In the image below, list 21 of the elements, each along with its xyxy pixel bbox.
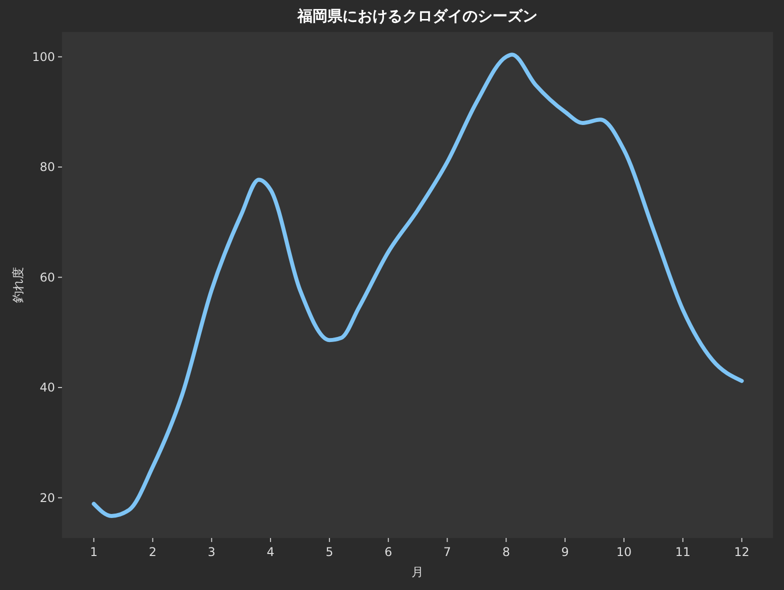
y-tick-label: 40 <box>40 380 55 395</box>
y-tick-label: 80 <box>40 160 55 174</box>
x-tick-label: 7 <box>443 545 452 559</box>
x-tick-label: 12 <box>734 545 750 559</box>
x-tick-label: 10 <box>616 545 632 559</box>
x-tick-label: 3 <box>208 545 216 559</box>
x-tick-label: 6 <box>384 545 392 559</box>
y-axis-title: 釣れ度 <box>11 267 25 303</box>
x-tick-label: 4 <box>266 545 274 559</box>
x-axis-title: 月 <box>412 565 424 579</box>
y-tick-label: 20 <box>40 490 55 505</box>
y-tick-label: 60 <box>40 270 55 284</box>
y-tick-label: 100 <box>32 50 55 64</box>
x-tick-label: 1 <box>90 545 98 559</box>
x-tick-label: 11 <box>675 545 691 559</box>
chart-title: 福岡県におけるクロダイのシーズン <box>296 7 538 25</box>
x-tick-label: 2 <box>148 545 157 559</box>
x-tick-label: 5 <box>326 545 334 559</box>
x-tick-label: 8 <box>502 545 510 559</box>
line-series <box>92 52 744 518</box>
x-tick-label: 9 <box>561 545 569 559</box>
